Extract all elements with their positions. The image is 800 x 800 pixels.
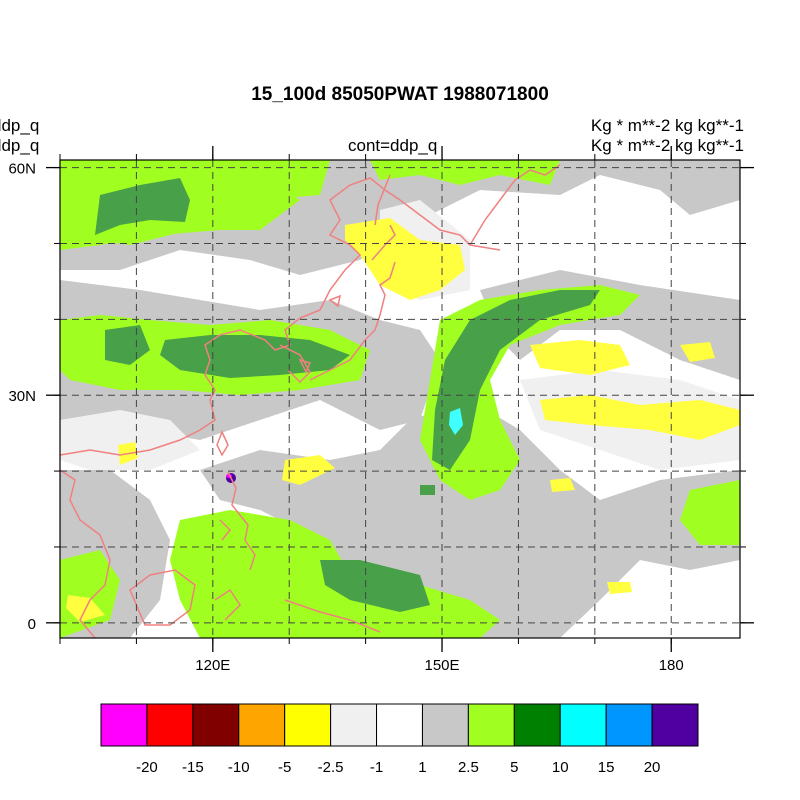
lon-tick-label: 180 xyxy=(659,657,684,674)
lat-tick-label: 0 xyxy=(28,616,36,633)
field-fill xyxy=(60,160,740,638)
colorbar-swatch xyxy=(421,703,469,747)
colorbar-swatch xyxy=(513,703,561,747)
colorbar-swatch xyxy=(192,703,240,747)
colorbar-swatch xyxy=(238,703,286,747)
colorbar-label: -2.5 xyxy=(318,759,344,776)
colorbar-swatch xyxy=(330,703,378,747)
colorbar-label: -5 xyxy=(278,759,291,776)
colorbar-swatch xyxy=(284,703,332,747)
colorbar-label: 20 xyxy=(644,759,661,776)
colorbar-swatch xyxy=(605,703,653,747)
colorbar-label: 1 xyxy=(418,759,426,776)
right-label-top: Kg * m**-2 kg kg**-1 xyxy=(590,116,744,135)
colorbar-swatch xyxy=(651,703,699,747)
axis-ticks: 0 30N 60N 120E 150E 180 xyxy=(8,146,754,674)
colorbar-label: 5 xyxy=(510,759,518,776)
left-label-top: ddp_q xyxy=(0,116,40,135)
lat-tick-label: 60N xyxy=(8,161,36,178)
center-label: cont=ddp_q xyxy=(348,136,438,155)
colorbar-label: 10 xyxy=(552,759,569,776)
lon-tick-label: 120E xyxy=(195,657,230,674)
lat-tick-label: 30N xyxy=(8,388,36,405)
colorbar-swatch xyxy=(559,703,607,747)
colorbar-label: -10 xyxy=(228,759,250,776)
coastlines xyxy=(60,164,561,638)
colorbar-label: 2.5 xyxy=(458,759,479,776)
colorbar-swatch xyxy=(467,703,515,747)
colorbar-label: -20 xyxy=(136,759,158,776)
colorbar-swatch xyxy=(376,703,423,747)
colorbar: -20 -15 -10 -5 -2.5 -1 1 2.5 5 10 15 20 xyxy=(100,703,699,776)
colorbar-label: -15 xyxy=(182,759,204,776)
left-label-bottom: ddp_q xyxy=(0,136,40,155)
map-frame xyxy=(59,159,741,639)
colorbar-swatch xyxy=(100,703,148,747)
plot-title: 15_100d 85050PWAT 1988071800 xyxy=(251,84,549,105)
colorbar-label: 15 xyxy=(598,759,615,776)
lon-tick-label: 150E xyxy=(424,657,459,674)
gridlines xyxy=(59,160,740,638)
colorbar-label: -1 xyxy=(370,759,383,776)
right-label-bottom: Kg * m**-2 kg kg**-1 xyxy=(590,136,744,155)
colorbar-swatch xyxy=(146,703,194,747)
